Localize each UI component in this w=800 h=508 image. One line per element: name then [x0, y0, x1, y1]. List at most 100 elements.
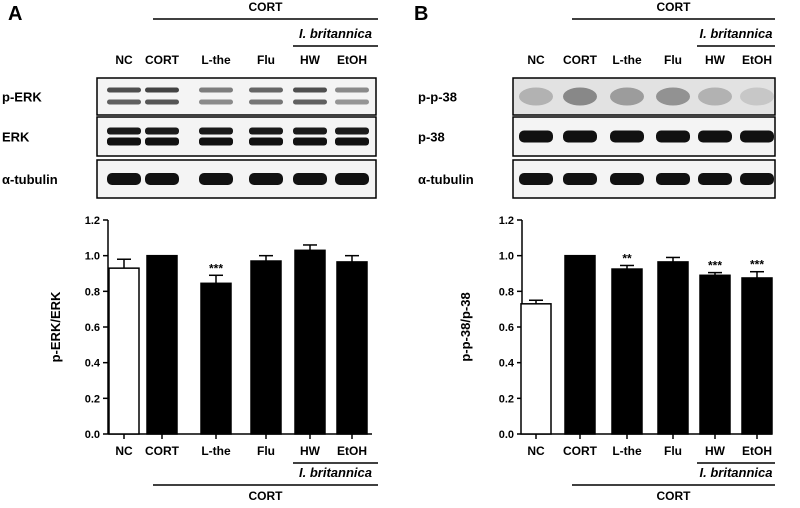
x-tick-label: NC	[115, 444, 133, 458]
blot-band	[335, 173, 369, 185]
panel-a: A CORT I. britannica NC CORT L-the Flu HW EtOH p-…	[2, 0, 378, 503]
blot-band	[610, 130, 644, 143]
y-axis-label: p-p-38/p-38	[458, 292, 473, 361]
bottom-subgroup-label: I. britannica	[700, 465, 773, 480]
blot-band	[335, 87, 369, 93]
bar	[741, 277, 773, 435]
blot-band	[107, 127, 141, 135]
y-tick-label: 0.4	[499, 358, 515, 370]
bar	[564, 254, 596, 435]
blot-band	[249, 87, 283, 93]
blot-band	[293, 173, 327, 185]
y-tick-label: 1.2	[85, 215, 100, 227]
significance-label: **	[622, 251, 632, 265]
x-tick-label: Flu	[664, 444, 682, 458]
blot-band	[107, 137, 141, 146]
y-tick-label: 0.8	[499, 286, 514, 298]
blot-box	[96, 77, 377, 116]
blot-band	[656, 173, 690, 185]
blot-box	[96, 116, 377, 157]
blot-band	[145, 87, 179, 93]
blot-band	[249, 173, 283, 185]
x-tick-label: HW	[705, 444, 726, 458]
blot-band	[698, 87, 732, 106]
blot-band	[335, 99, 369, 105]
x-tick-label: Flu	[257, 444, 275, 458]
bar	[200, 282, 232, 435]
blot-band	[293, 127, 327, 135]
lane-label: L-the	[612, 53, 642, 67]
y-tick-label: 0.8	[85, 286, 100, 298]
top-subgroup-label: I. britannica	[299, 26, 372, 41]
y-tick-label: 0.2	[499, 393, 514, 405]
blot-band	[107, 173, 141, 185]
significance-label: ***	[750, 258, 764, 272]
blot-band	[249, 137, 283, 146]
lane-label: Flu	[257, 53, 275, 67]
blot-box	[96, 159, 377, 199]
y-tick-label: 0.0	[499, 429, 514, 441]
lane-label: HW	[300, 53, 321, 67]
blot-band	[107, 87, 141, 93]
lane-label: HW	[705, 53, 726, 67]
bar	[520, 303, 552, 435]
blot-band	[145, 173, 179, 185]
blot-band	[293, 87, 327, 93]
lane-label: EtOH	[742, 53, 772, 67]
top-subgroup-label: I. britannica	[700, 26, 773, 41]
lane-label: CORT	[145, 53, 180, 67]
y-tick-label: 1.0	[85, 251, 100, 263]
blot-band	[519, 130, 553, 143]
x-tick-label: HW	[300, 444, 321, 458]
bar	[146, 254, 178, 435]
lane-label: Flu	[664, 53, 682, 67]
blot-band	[249, 99, 283, 105]
blot-band	[610, 87, 644, 106]
blot-band	[698, 130, 732, 143]
x-tick-label: L-the	[201, 444, 231, 458]
significance-label: ***	[708, 259, 722, 273]
lane-label: NC	[115, 53, 133, 67]
figure-panel-b: B CORT I. britannica NC CORT L-the Flu HW EtOH p-…	[414, 0, 776, 503]
top-group-label: CORT	[657, 0, 692, 14]
bottom-group-label: CORT	[657, 489, 692, 503]
blot-label: α-tubulin	[2, 172, 58, 187]
blot-band	[563, 130, 597, 143]
lane-label: CORT	[563, 53, 598, 67]
blot-label: ERK	[2, 130, 30, 145]
blot-band	[145, 127, 179, 135]
x-tick-label: NC	[527, 444, 545, 458]
panel-letter: B	[414, 3, 428, 25]
significance-label: ***	[209, 261, 223, 275]
lane-label: NC	[527, 53, 545, 67]
blot-band	[335, 127, 369, 135]
x-tick-label: CORT	[145, 444, 180, 458]
blot-label: α-tubulin	[418, 172, 474, 187]
x-tick-label: CORT	[563, 444, 598, 458]
y-tick-label: 1.0	[499, 251, 514, 263]
blot-band	[656, 87, 690, 106]
blot-band	[145, 99, 179, 105]
panel-letter: A	[8, 3, 22, 25]
bar	[250, 260, 282, 435]
y-tick-label: 0.6	[499, 322, 514, 334]
lane-label: L-the	[201, 53, 231, 67]
lane-label: EtOH	[337, 53, 367, 67]
blot-band	[293, 99, 327, 105]
y-tick-label: 1.2	[499, 215, 514, 227]
blot-band	[740, 173, 774, 185]
x-tick-label: EtOH	[337, 444, 367, 458]
blot-band	[656, 130, 690, 143]
bar	[294, 249, 326, 435]
panel-b: B CORT I. britannica NC CORT L-the Flu HW EtOH p-…	[400, 0, 800, 508]
blot-band	[199, 87, 233, 93]
blot-band	[107, 99, 141, 105]
blot-band	[740, 87, 774, 106]
y-axis-label: p-ERK/ERK	[48, 291, 63, 362]
bar	[699, 274, 731, 435]
blot-label: p-p-38	[418, 90, 457, 105]
blot-band	[740, 130, 774, 143]
blot-band	[519, 87, 553, 106]
blot-band	[145, 137, 179, 146]
blot-band	[199, 137, 233, 146]
